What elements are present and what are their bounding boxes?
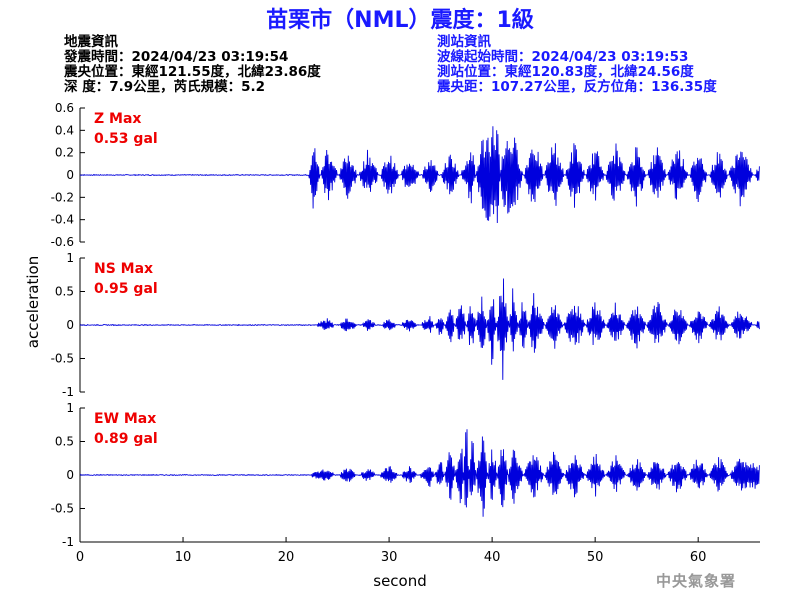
x-tick-label: 30 <box>381 550 398 565</box>
y-axis-label: acceleration <box>24 256 42 348</box>
epicenter-location: 震央位置：東經121.55度，北緯23.86度 <box>64 64 321 80</box>
waveform-ew <box>79 429 760 517</box>
wave-start-time: 波線起始時間：2024/04/23 03:19:53 <box>437 49 689 65</box>
y-tick-label: 0.5 <box>55 285 74 299</box>
y-tick-label: 1 <box>66 401 74 415</box>
earthquake-info: 地震資訊 發震時間：2024/04/23 03:19:54 震央位置：東經121… <box>64 35 321 95</box>
origin-time: 發震時間：2024/04/23 03:19:54 <box>64 49 289 65</box>
y-tick-label: 0 <box>66 168 74 182</box>
x-axis-label: second <box>373 572 427 590</box>
y-tick-label: 0 <box>66 318 74 332</box>
station-location: 測站位置：東經120.83度，北緯24.56度 <box>437 64 694 80</box>
x-tick-label: 60 <box>690 550 707 565</box>
y-tick-label: -0.2 <box>51 190 74 204</box>
x-tick-label: 10 <box>175 550 192 565</box>
chart-title: 苗栗市（NML）震度：1級 <box>266 8 534 33</box>
depth-magnitude: 深 度：7.9公里，芮氏規模：5.2 <box>64 79 266 95</box>
y-tick-label: 0.2 <box>55 146 74 160</box>
max-label-z: Z Max <box>94 111 141 127</box>
waveform-ns <box>79 278 760 380</box>
y-tick-label: -0.5 <box>51 502 74 516</box>
y-tick-label: 0.5 <box>55 435 74 449</box>
max-value-ns: 0.95 gal <box>94 281 158 297</box>
y-tick-label: -0.4 <box>51 213 74 227</box>
y-tick-label: -1 <box>62 385 74 399</box>
x-tick-label: 0 <box>76 550 84 565</box>
waveform-z <box>80 126 760 224</box>
y-tick-label: -0.6 <box>51 235 74 249</box>
y-tick-label: -1 <box>62 535 74 549</box>
y-tick-label: -0.5 <box>51 352 74 366</box>
y-tick-label: 0 <box>66 468 74 482</box>
agency-watermark: 中央氣象署 <box>656 572 737 590</box>
y-tick-label: 0.4 <box>55 123 74 137</box>
station-info-heading: 測站資訊 <box>437 34 491 50</box>
epicentral-distance: 震央距：107.27公里，反方位角：136.35度 <box>437 79 717 95</box>
x-tick-label: 40 <box>484 550 501 565</box>
max-value-ew: 0.89 gal <box>94 431 158 447</box>
max-label-ns: NS Max <box>94 261 153 277</box>
x-tick-label: 50 <box>587 550 604 565</box>
x-tick-label: 20 <box>278 550 295 565</box>
earthquake-info-heading: 地震資訊 <box>64 34 118 50</box>
max-value-z: 0.53 gal <box>94 131 158 147</box>
station-info: 測站資訊 波線起始時間：2024/04/23 03:19:53 測站位置：東經1… <box>437 35 717 95</box>
y-tick-label: 0.6 <box>55 101 74 115</box>
max-label-ew: EW Max <box>94 411 156 427</box>
y-tick-label: 1 <box>66 251 74 265</box>
